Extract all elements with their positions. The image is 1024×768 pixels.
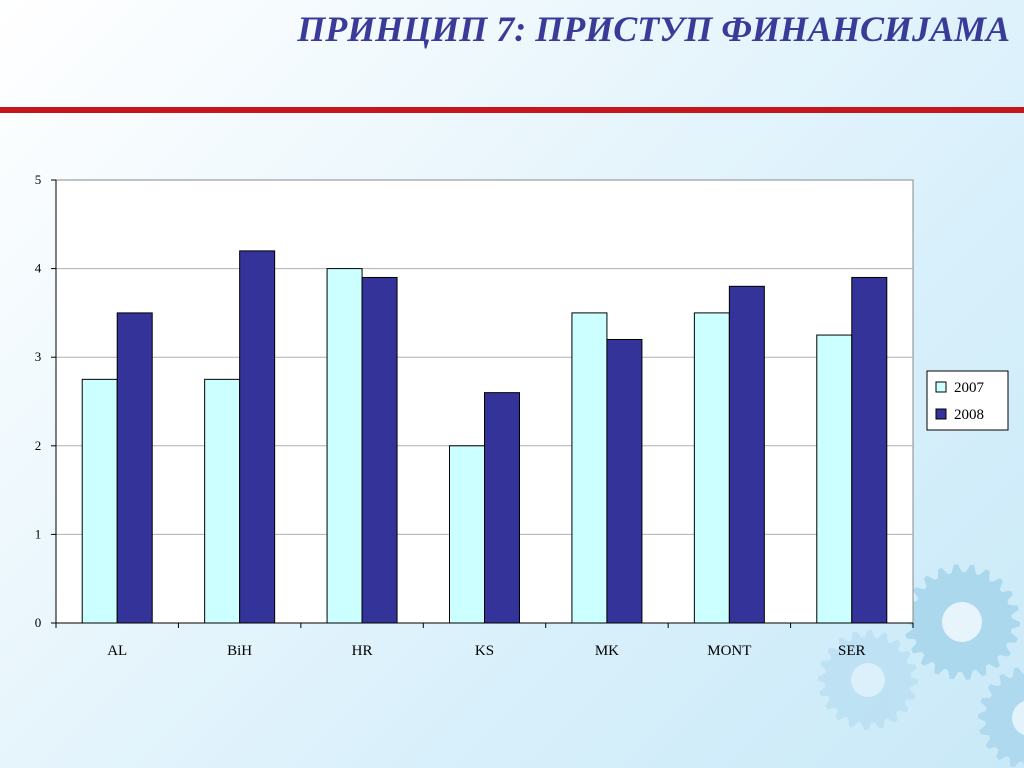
bar-2008-BiH — [239, 250, 276, 624]
bar-2007-BiH — [204, 378, 241, 624]
y-tick-label: 1 — [35, 526, 42, 541]
gear-icon — [978, 667, 1024, 768]
bars — [81, 250, 888, 624]
bar-2008-MONT — [728, 285, 765, 624]
y-tick-label: 2 — [35, 438, 42, 453]
bar-2008-SER — [851, 276, 888, 624]
bar-2007-MONT — [693, 312, 730, 624]
y-tick-label: 4 — [35, 261, 42, 276]
gear-icon — [904, 564, 1020, 680]
x-tick-label: BiH — [227, 643, 252, 659]
slide-title: ПРИНЦИП 7: ПРИСТУП ФИНАНСИЈАМА — [297, 9, 1010, 49]
bar-2008-MK — [606, 338, 643, 624]
bar-2007-MK — [571, 312, 608, 624]
legend-label-2007: 2007 — [954, 380, 985, 396]
legend-box — [926, 370, 1009, 431]
x-tick-label: HR — [352, 643, 373, 659]
axes: 0 1 2 3 4 5 AL BiH HR KS MK MONT SER — [35, 172, 914, 659]
bar-2008-HR — [361, 276, 398, 624]
y-tick-label: 3 — [35, 349, 42, 364]
bar-2008-KS — [484, 392, 520, 624]
x-tick-label: MONT — [707, 643, 751, 659]
x-tick-label: MK — [595, 643, 619, 659]
legend-label-2008: 2008 — [954, 407, 984, 423]
bar-2007-HR — [326, 268, 363, 624]
title-rule — [0, 107, 1024, 113]
legend-swatch-2007 — [935, 381, 947, 393]
x-tick-label: AL — [107, 643, 127, 659]
legend: 2007 2008 — [926, 370, 1009, 431]
legend-swatch-2008 — [935, 408, 947, 420]
bar-2007-KS — [449, 445, 485, 624]
bar-2008-AL — [116, 312, 153, 624]
x-tick-label: SER — [838, 643, 866, 659]
bar-2007-AL — [81, 378, 118, 624]
bar-2007-SER — [816, 334, 853, 624]
gear-icon — [818, 630, 918, 730]
y-tick-label: 0 — [35, 615, 42, 630]
y-tick-label: 5 — [35, 172, 42, 187]
x-tick-label: KS — [475, 643, 494, 659]
